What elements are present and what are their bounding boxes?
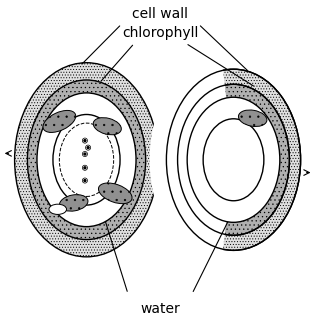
Circle shape — [84, 153, 86, 155]
Text: water: water — [140, 302, 180, 316]
Ellipse shape — [238, 110, 267, 126]
Polygon shape — [150, 48, 234, 272]
Circle shape — [84, 180, 86, 181]
Ellipse shape — [49, 204, 67, 214]
Ellipse shape — [28, 80, 146, 240]
Ellipse shape — [178, 84, 289, 235]
Ellipse shape — [99, 183, 132, 204]
Ellipse shape — [93, 118, 121, 135]
Circle shape — [84, 167, 86, 169]
Ellipse shape — [203, 119, 264, 201]
Ellipse shape — [60, 195, 88, 211]
Ellipse shape — [37, 93, 136, 227]
Ellipse shape — [53, 115, 120, 205]
Ellipse shape — [166, 69, 300, 250]
Ellipse shape — [15, 63, 158, 257]
Ellipse shape — [59, 123, 114, 196]
Circle shape — [87, 147, 89, 148]
Text: chlorophyll: chlorophyll — [122, 26, 198, 40]
Ellipse shape — [43, 110, 76, 132]
Ellipse shape — [187, 97, 280, 222]
Text: cell wall: cell wall — [132, 7, 188, 21]
Circle shape — [84, 140, 86, 141]
